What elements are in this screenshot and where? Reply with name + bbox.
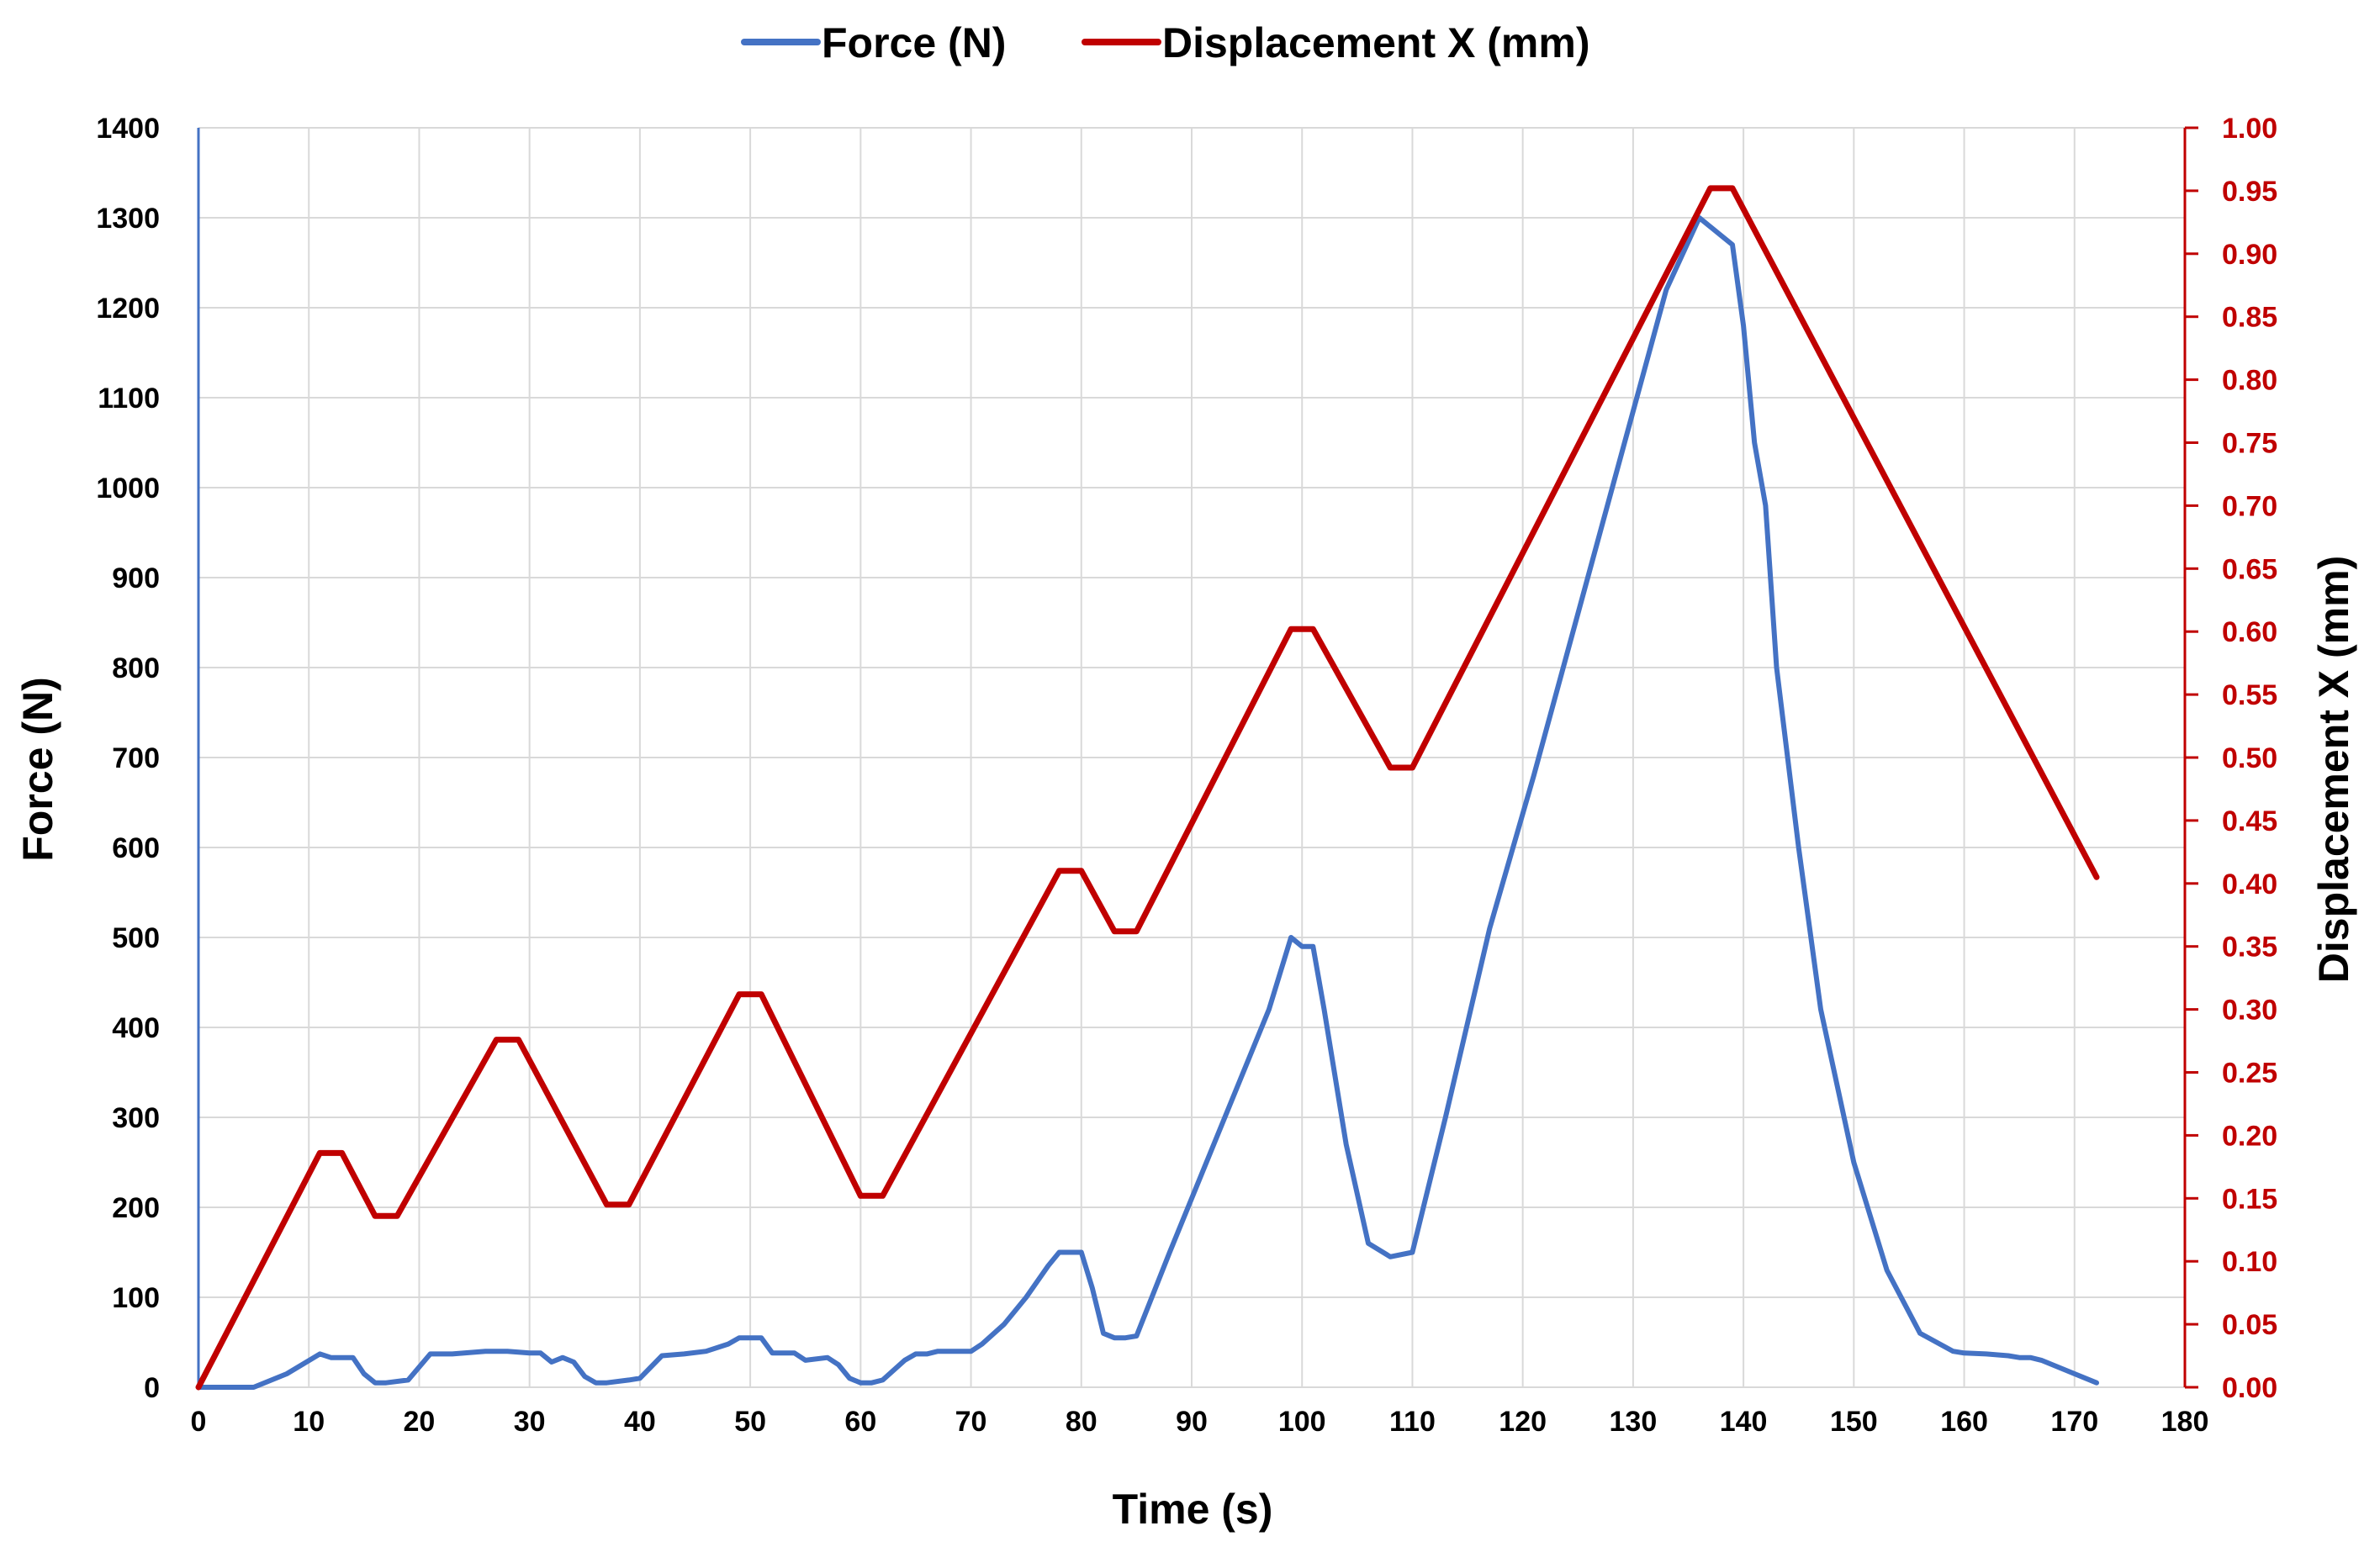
x-tick-label: 60 <box>844 1406 876 1438</box>
y2-tick-label: 0.80 <box>2222 365 2277 397</box>
x-tick-label: 80 <box>1066 1406 1097 1438</box>
y-axis-title: Force (N) <box>14 677 61 861</box>
y-tick-label: 1300 <box>96 203 160 235</box>
y2-tick-label: 0.10 <box>2222 1246 2277 1278</box>
x-tick-label: 100 <box>1278 1406 1326 1438</box>
y2-tick-label: 0.60 <box>2222 616 2277 648</box>
y-tick-label: 900 <box>112 562 160 594</box>
y2-tick-label: 0.75 <box>2222 428 2277 460</box>
x-tick-label: 20 <box>404 1406 436 1438</box>
y2-tick-label: 0.50 <box>2222 742 2277 774</box>
x-tick-label: 130 <box>1610 1406 1658 1438</box>
y2-tick-label: 0.35 <box>2222 932 2277 964</box>
y2-tick-label: 0.30 <box>2222 995 2277 1027</box>
y2-axis-title: Displacement X (mm) <box>2310 556 2357 983</box>
gridlines <box>198 127 2186 1387</box>
y-tick-label: 1100 <box>98 383 160 414</box>
y-tick-label: 200 <box>112 1192 160 1224</box>
x-tick-label: 70 <box>955 1406 987 1438</box>
y-tick-label: 600 <box>112 832 160 864</box>
y2-tick-label: 0.40 <box>2222 869 2277 900</box>
x-tick-label: 160 <box>1940 1406 1988 1438</box>
y-tick-label: 0 <box>144 1372 160 1404</box>
x-tick-label: 50 <box>734 1406 766 1438</box>
y2-tick-label: 0.05 <box>2222 1309 2277 1341</box>
x-tick-label: 40 <box>624 1406 656 1438</box>
series <box>195 185 2100 1391</box>
y-tick-label: 300 <box>112 1102 160 1134</box>
y2-tick-label: 0.15 <box>2222 1183 2277 1215</box>
y-tick-label: 1400 <box>96 113 160 145</box>
y-tick-label: 500 <box>112 922 160 954</box>
legend-label-force: Force (N) <box>822 19 1006 66</box>
x-tick-label: 140 <box>1720 1406 1768 1438</box>
y2-tick-label: 0.45 <box>2222 805 2277 837</box>
y2-tick-label: 0.85 <box>2222 302 2277 334</box>
axes <box>197 126 2198 1389</box>
y-tick-label: 1000 <box>96 473 160 504</box>
legend: Force (N) Displacement X (mm) <box>741 19 1589 66</box>
series-line-displacement <box>195 185 2100 1391</box>
y2-tick-label: 0.55 <box>2222 679 2277 711</box>
tick-labels: 0 10 20 30 40 50 60 70 80 90 100 110 120 130 140 150 160… <box>96 113 2277 1438</box>
y2-tick-label: 0.70 <box>2222 490 2277 522</box>
y-tick-label: 800 <box>112 652 160 684</box>
y2-tick-label: 0.20 <box>2222 1120 2277 1152</box>
y2-tick-label: 1.00 <box>2222 113 2277 145</box>
x-tick-label: 90 <box>1176 1406 1208 1438</box>
x-tick-label: 180 <box>2161 1406 2209 1438</box>
y-tick-label: 400 <box>112 1012 160 1044</box>
y2-tick-label: 0.00 <box>2222 1372 2277 1404</box>
x-tick-label: 120 <box>1499 1406 1547 1438</box>
x-tick-label: 0 <box>191 1406 207 1438</box>
series-line-force <box>196 215 2099 1390</box>
y-tick-label: 100 <box>112 1282 160 1314</box>
y-tick-label: 1200 <box>96 293 160 325</box>
y-tick-label: 700 <box>112 742 160 774</box>
x-tick-label: 110 <box>1389 1406 1436 1438</box>
legend-label-displacement: Displacement X (mm) <box>1162 19 1589 66</box>
y2-tick-label: 0.90 <box>2222 239 2277 271</box>
x-axis-title: Time (s) <box>1113 1486 1273 1533</box>
x-tick-label: 30 <box>514 1406 546 1438</box>
y2-tick-label: 0.65 <box>2222 553 2277 585</box>
y2-tick-label: 0.95 <box>2222 176 2277 208</box>
x-tick-label: 170 <box>2050 1406 2098 1438</box>
x-tick-label: 150 <box>1830 1406 1878 1438</box>
x-tick-label: 10 <box>293 1406 325 1438</box>
y2-tick-label: 0.25 <box>2222 1058 2277 1090</box>
